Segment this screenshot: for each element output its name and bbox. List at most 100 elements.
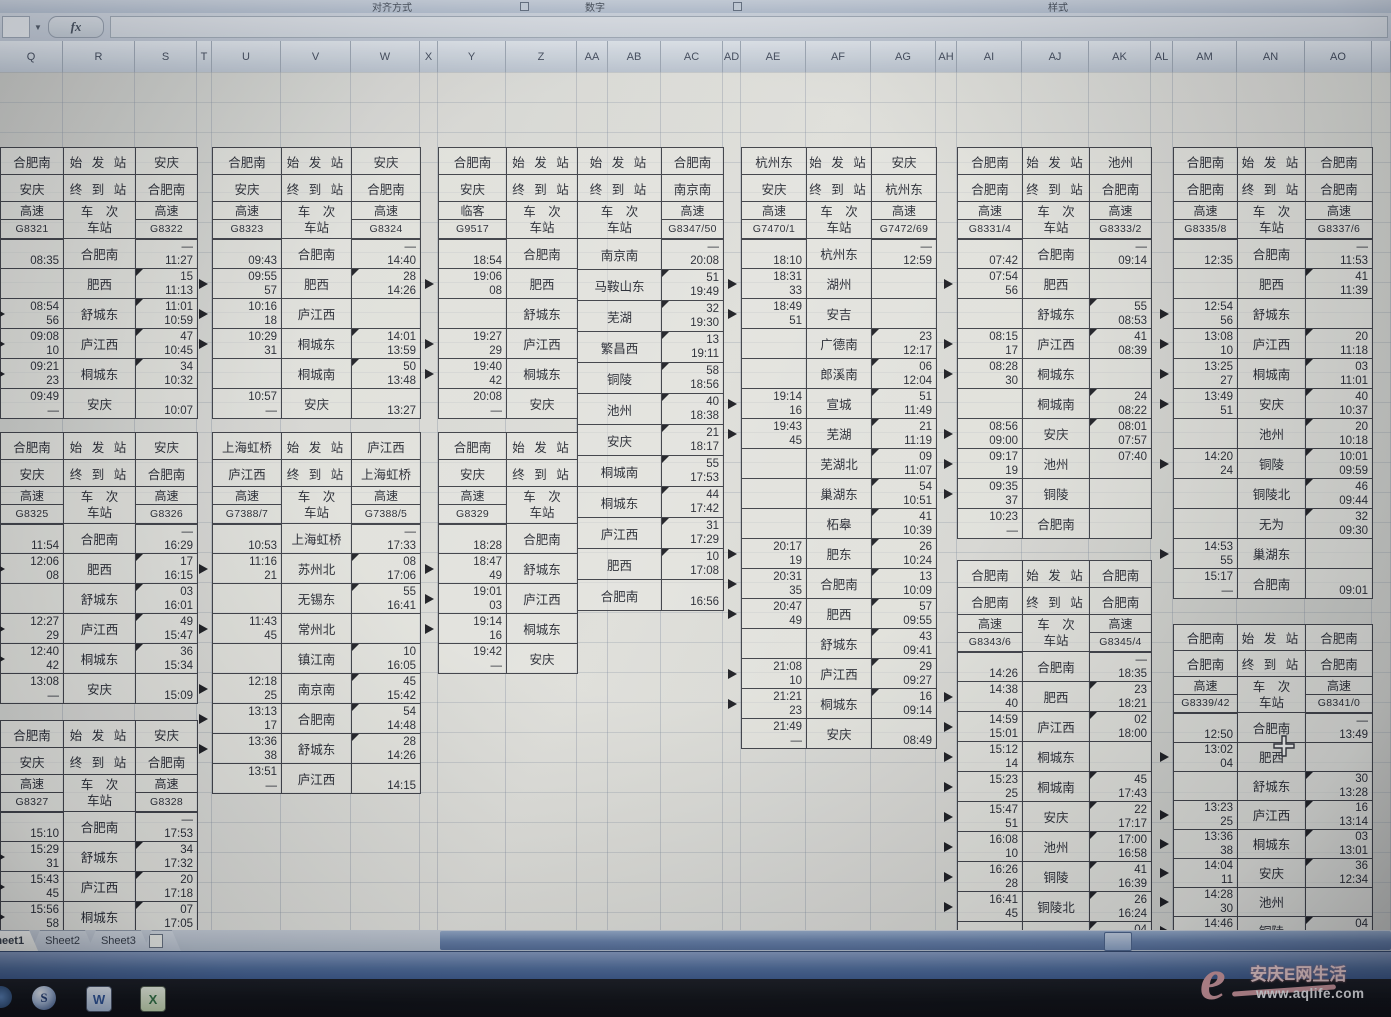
train-label-cell[interactable]: 车 次车站 <box>1237 676 1306 713</box>
station-cell[interactable]: 桐城南 <box>1022 771 1090 802</box>
time-cell[interactable]: 15:12 14 <box>944 741 1023 772</box>
train-number-cell[interactable]: G8326 <box>135 504 198 525</box>
origin-station-cell[interactable]: 上海虹桥 <box>212 432 282 460</box>
time-cell[interactable]: 08:01 07:57 <box>1089 418 1152 449</box>
time-cell[interactable]: 18:49 51 <box>728 298 807 329</box>
station-cell[interactable]: 舒城东 <box>63 298 136 329</box>
horizontal-scrollbar[interactable] <box>440 931 1391 951</box>
header-label-cell[interactable]: 终 到 站 <box>506 174 578 202</box>
time-cell[interactable]: 07:54 56 <box>944 268 1023 299</box>
time-cell[interactable]: 08 17:06 <box>351 553 421 584</box>
station-cell[interactable]: 庐江西 <box>63 328 136 359</box>
start-button[interactable] <box>0 986 12 1008</box>
time-cell[interactable] <box>438 298 507 329</box>
time-cell[interactable]: 49 15:47 <box>135 613 198 644</box>
time-cell[interactable] <box>741 628 807 659</box>
header-label-cell[interactable]: 终 到 站 <box>1022 587 1090 615</box>
station-cell[interactable]: 庐江西 <box>506 583 578 614</box>
time-cell[interactable]: —18:35 <box>1089 651 1152 682</box>
origin-station-cell[interactable]: 合肥南 <box>957 174 1023 202</box>
station-cell[interactable]: 桐城东 <box>63 358 136 389</box>
time-cell[interactable]: 15:56 58 <box>0 901 64 932</box>
time-cell[interactable]: 15:47 51 <box>944 801 1023 832</box>
station-cell[interactable]: 庐江西 <box>806 658 872 689</box>
time-cell[interactable] <box>1305 538 1373 569</box>
header-label-cell[interactable]: 终 到 站 <box>63 747 136 775</box>
time-cell[interactable]: 41 10:39 <box>871 508 937 539</box>
time-cell[interactable]: 16 13:14 <box>1305 799 1373 830</box>
time-cell[interactable]: —20:08 <box>661 238 724 270</box>
train-type-cell[interactable]: 高速 <box>957 614 1023 633</box>
time-cell[interactable] <box>1305 886 1373 917</box>
train-type-cell[interactable]: 高速 <box>135 201 198 220</box>
station-cell[interactable]: 肥西 <box>506 268 578 299</box>
time-cell[interactable] <box>1305 741 1373 772</box>
station-cell[interactable]: 湖州 <box>806 268 872 299</box>
time-cell[interactable]: 13:08 10 <box>1160 328 1238 359</box>
column-header-AF[interactable]: AF <box>806 41 871 72</box>
header-label-cell[interactable]: 终 到 站 <box>806 174 872 202</box>
station-cell[interactable]: 肥西 <box>281 268 352 299</box>
station-cell[interactable]: 合肥南 <box>281 703 352 734</box>
time-cell[interactable]: 17 16:15 <box>135 553 198 584</box>
time-cell[interactable]: 09:49— <box>0 388 64 419</box>
time-cell[interactable]: 10 16:05 <box>351 643 421 674</box>
time-cell[interactable] <box>1089 508 1152 539</box>
station-cell[interactable]: 庐江西 <box>63 613 136 644</box>
time-cell[interactable] <box>1173 478 1238 509</box>
train-number-cell[interactable]: G8343/6 <box>957 632 1023 653</box>
origin-station-cell[interactable]: 合肥南 <box>957 560 1023 588</box>
origin-station-cell[interactable]: 庐江西 <box>212 459 282 487</box>
station-cell[interactable]: 舒城东 <box>1022 298 1090 329</box>
time-cell[interactable] <box>1089 268 1152 299</box>
station-cell[interactable]: 合肥南 <box>1022 508 1090 539</box>
station-cell[interactable]: 合肥南 <box>806 568 872 599</box>
train-type-cell[interactable]: 高速 <box>212 486 282 505</box>
time-cell[interactable]: 06 12:04 <box>871 358 937 389</box>
time-cell[interactable]: 40 10:37 <box>1305 388 1373 419</box>
train-label-cell[interactable]: 车 次车站 <box>1022 614 1090 652</box>
origin-station-cell[interactable]: 合肥南 <box>1173 174 1238 202</box>
time-cell[interactable]: 08:28 30 <box>944 358 1023 389</box>
train-type-cell[interactable]: 高速 <box>871 201 937 220</box>
time-cell[interactable]: 16:08 10 <box>944 831 1023 862</box>
station-cell[interactable]: 庐江西 <box>1022 711 1090 742</box>
time-cell[interactable]: 15:29 31 <box>0 841 64 872</box>
time-cell[interactable]: 13:51— <box>212 763 282 794</box>
time-cell[interactable]: 57 09:55 <box>871 598 937 629</box>
train-number-cell[interactable]: G8347/50 <box>661 219 724 240</box>
time-cell[interactable]: 51 19:49 <box>661 269 724 301</box>
time-cell[interactable]: 08:54 56 <box>0 298 64 329</box>
station-cell[interactable]: 桐城东 <box>63 643 136 674</box>
station-cell[interactable]: 安庆 <box>806 718 872 749</box>
station-cell[interactable]: 常州北 <box>281 613 352 644</box>
column-header-Y[interactable]: Y <box>438 41 506 72</box>
time-cell[interactable]: 11:01 10:59 <box>135 298 198 329</box>
time-cell[interactable]: 54 10:51 <box>871 478 937 509</box>
time-cell[interactable]: 13:13 17 <box>199 703 282 734</box>
origin-station-cell[interactable]: 合肥南 <box>0 432 64 460</box>
train-type-cell[interactable]: 高速 <box>1089 614 1152 633</box>
origin-station-cell[interactable]: 合肥南 <box>1089 587 1152 615</box>
time-cell[interactable]: 02 18:00 <box>1089 711 1152 742</box>
origin-station-cell[interactable]: 上海虹桥 <box>351 459 421 487</box>
time-cell[interactable]: 26 10:24 <box>871 538 937 569</box>
time-cell[interactable]: 15:23 25 <box>944 771 1023 802</box>
station-cell[interactable]: 桐城东 <box>506 358 578 389</box>
station-cell[interactable]: 舒城东 <box>63 841 136 872</box>
header-label-cell[interactable]: 始 发 站 <box>577 147 662 175</box>
time-cell[interactable]: 03 16:01 <box>135 583 198 614</box>
time-cell[interactable]: 24 08:22 <box>1089 388 1152 419</box>
train-number-cell[interactable]: G7388/7 <box>212 504 282 525</box>
time-cell[interactable]: 20:17 19 <box>728 538 807 569</box>
time-cell[interactable]: 12:18 25 <box>199 673 282 704</box>
time-cell[interactable] <box>741 358 807 389</box>
time-cell[interactable]: 09:17 19 <box>944 448 1023 479</box>
time-cell[interactable]: 10:23— <box>957 508 1023 539</box>
time-cell[interactable]: 07:40 <box>1089 448 1152 479</box>
time-cell[interactable] <box>741 448 807 479</box>
time-cell[interactable]: 21:49— <box>741 718 807 749</box>
train-type-cell[interactable]: 高速 <box>741 201 807 220</box>
origin-station-cell[interactable]: 合肥南 <box>0 147 64 175</box>
time-cell[interactable]: 13:08— <box>0 673 64 704</box>
